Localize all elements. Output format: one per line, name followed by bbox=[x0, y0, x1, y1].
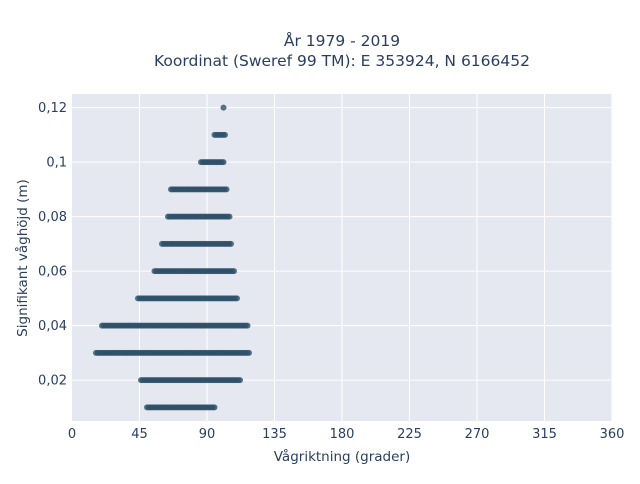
y-tick-labels: 0,02 0,04 0,06 0,08 0,1 0,12 bbox=[38, 101, 67, 389]
scatter-point bbox=[244, 322, 251, 329]
x-tick-label: 90 bbox=[199, 427, 216, 442]
scatter-point bbox=[231, 268, 237, 275]
scatter-point bbox=[234, 295, 240, 302]
x-axis-label: Vågriktning (grader) bbox=[274, 448, 411, 465]
scatter-point bbox=[222, 131, 228, 138]
x-tick-label: 45 bbox=[131, 427, 148, 442]
x-tick-label: 315 bbox=[532, 427, 557, 442]
y-tick-label: 0,02 bbox=[38, 374, 67, 389]
x-tick-label: 0 bbox=[68, 427, 76, 442]
scatter-point bbox=[228, 240, 234, 247]
chart-subtitle: Koordinat (Sweref 99 TM): E 353924, N 61… bbox=[154, 52, 530, 70]
scatter-point bbox=[223, 186, 230, 193]
scatter-point bbox=[237, 377, 243, 384]
y-tick-label: 0,06 bbox=[38, 265, 67, 280]
y-tick-label: 0,08 bbox=[38, 210, 67, 225]
x-tick-label: 225 bbox=[397, 427, 422, 442]
scatter-point bbox=[220, 104, 227, 111]
y-axis-label: Signifikant våghöjd (m) bbox=[14, 179, 31, 337]
x-tick-label: 360 bbox=[600, 427, 625, 442]
y-tick-label: 0,1 bbox=[46, 156, 67, 171]
y-tick-label: 0,04 bbox=[38, 319, 67, 334]
scatter-point bbox=[226, 213, 233, 220]
x-tick-labels: 0 45 90 135 180 225 270 315 360 bbox=[68, 427, 625, 442]
x-tick-label: 180 bbox=[330, 427, 355, 442]
data-points bbox=[93, 104, 252, 411]
x-tick-label: 135 bbox=[262, 427, 287, 442]
scatter-point bbox=[220, 159, 227, 166]
chart-title: År 1979 - 2019 bbox=[284, 31, 400, 50]
x-tick-label: 270 bbox=[465, 427, 490, 442]
scatter-point bbox=[246, 349, 252, 356]
scatter-point bbox=[211, 404, 218, 411]
y-tick-label: 0,12 bbox=[38, 101, 67, 116]
